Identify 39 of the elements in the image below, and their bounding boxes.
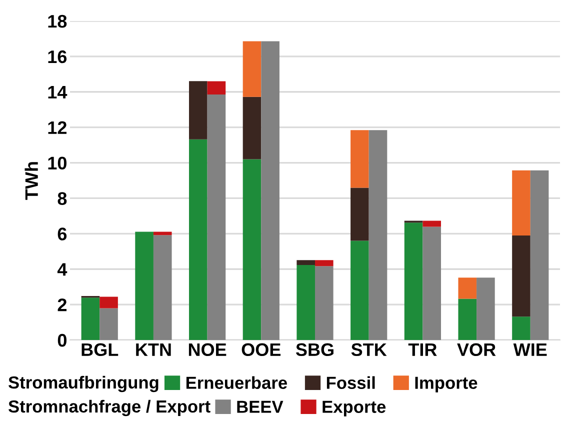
y-tick-label: 10 bbox=[48, 156, 66, 170]
text: Stromaufbringung bbox=[8, 376, 158, 392]
bar bbox=[207, 81, 226, 95]
y-tick-label: 14 bbox=[48, 86, 68, 98]
legend-label: Importe bbox=[415, 376, 478, 392]
x-tick-label: BGL bbox=[82, 343, 118, 356]
y-tick-label: 4 bbox=[57, 263, 68, 276]
y-tick-label: 18 bbox=[48, 14, 67, 28]
bar bbox=[368, 130, 388, 340]
legend-label: BEEV bbox=[237, 400, 284, 413]
x-tick-label: TIR bbox=[408, 343, 437, 356]
bar bbox=[512, 316, 530, 340]
x-tick-label: STK bbox=[351, 343, 387, 356]
text: Stromnachfrage / Export bbox=[8, 400, 210, 416]
x-tick-label: NOE bbox=[188, 343, 226, 356]
x-tick-label: WIE bbox=[513, 343, 547, 356]
y-tick-label: 12 bbox=[48, 121, 66, 134]
legend-label: Erneuerbare bbox=[186, 376, 287, 389]
bar bbox=[153, 232, 172, 236]
y-axis-title: TWh bbox=[24, 162, 38, 200]
x-tick-label: OOE bbox=[242, 343, 281, 356]
y-tick-label: 6 bbox=[58, 228, 67, 240]
x-tick-label: SBG bbox=[296, 343, 334, 356]
bar bbox=[100, 296, 118, 308]
y-tick-label: 0 bbox=[58, 334, 66, 347]
bar bbox=[242, 96, 262, 160]
y-tick-label: 8 bbox=[58, 192, 67, 205]
bar bbox=[242, 41, 262, 97]
bar bbox=[422, 220, 441, 227]
x-tick-label: VOR bbox=[457, 343, 496, 356]
bar bbox=[530, 170, 549, 340]
y-tick-label: 16 bbox=[48, 50, 67, 64]
bar bbox=[350, 188, 369, 241]
y-tick-label: 2 bbox=[58, 298, 66, 312]
x-tick-label: KTN bbox=[136, 343, 171, 356]
legend-label: Fossil bbox=[326, 376, 375, 389]
bar bbox=[350, 130, 369, 188]
legend-label: Exporte bbox=[322, 400, 386, 416]
bar bbox=[189, 81, 208, 140]
